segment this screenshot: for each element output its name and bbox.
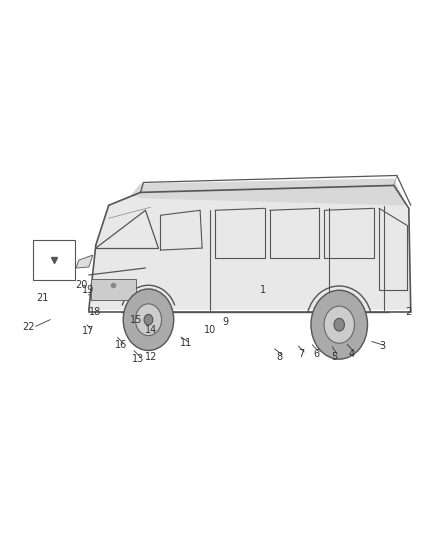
Circle shape bbox=[324, 306, 354, 343]
Circle shape bbox=[334, 318, 344, 331]
Text: 7: 7 bbox=[299, 349, 305, 359]
Text: 18: 18 bbox=[89, 306, 101, 317]
Text: 1: 1 bbox=[259, 285, 265, 295]
Text: 11: 11 bbox=[180, 338, 192, 349]
Text: 20: 20 bbox=[76, 280, 88, 290]
Text: 10: 10 bbox=[204, 325, 216, 335]
Text: 17: 17 bbox=[82, 326, 95, 336]
Text: 16: 16 bbox=[115, 340, 127, 350]
Text: 15: 15 bbox=[130, 314, 142, 325]
Text: 14: 14 bbox=[145, 325, 158, 335]
Circle shape bbox=[144, 314, 153, 325]
Text: 4: 4 bbox=[349, 349, 355, 359]
Text: 22: 22 bbox=[23, 322, 35, 333]
Circle shape bbox=[123, 289, 174, 351]
Text: 2: 2 bbox=[405, 306, 411, 317]
Text: 19: 19 bbox=[82, 285, 95, 295]
Text: 12: 12 bbox=[145, 352, 158, 361]
Polygon shape bbox=[89, 185, 411, 310]
Text: 13: 13 bbox=[132, 354, 145, 364]
Polygon shape bbox=[131, 179, 407, 205]
Circle shape bbox=[135, 304, 162, 336]
Polygon shape bbox=[76, 255, 93, 268]
Bar bbox=[33, 240, 74, 280]
Text: 9: 9 bbox=[223, 317, 229, 327]
Text: 8: 8 bbox=[277, 352, 283, 361]
Text: 5: 5 bbox=[331, 352, 337, 361]
Text: 6: 6 bbox=[314, 349, 320, 359]
Circle shape bbox=[311, 290, 367, 359]
Text: 3: 3 bbox=[379, 341, 385, 351]
Text: 21: 21 bbox=[36, 293, 49, 303]
FancyBboxPatch shape bbox=[91, 279, 135, 300]
